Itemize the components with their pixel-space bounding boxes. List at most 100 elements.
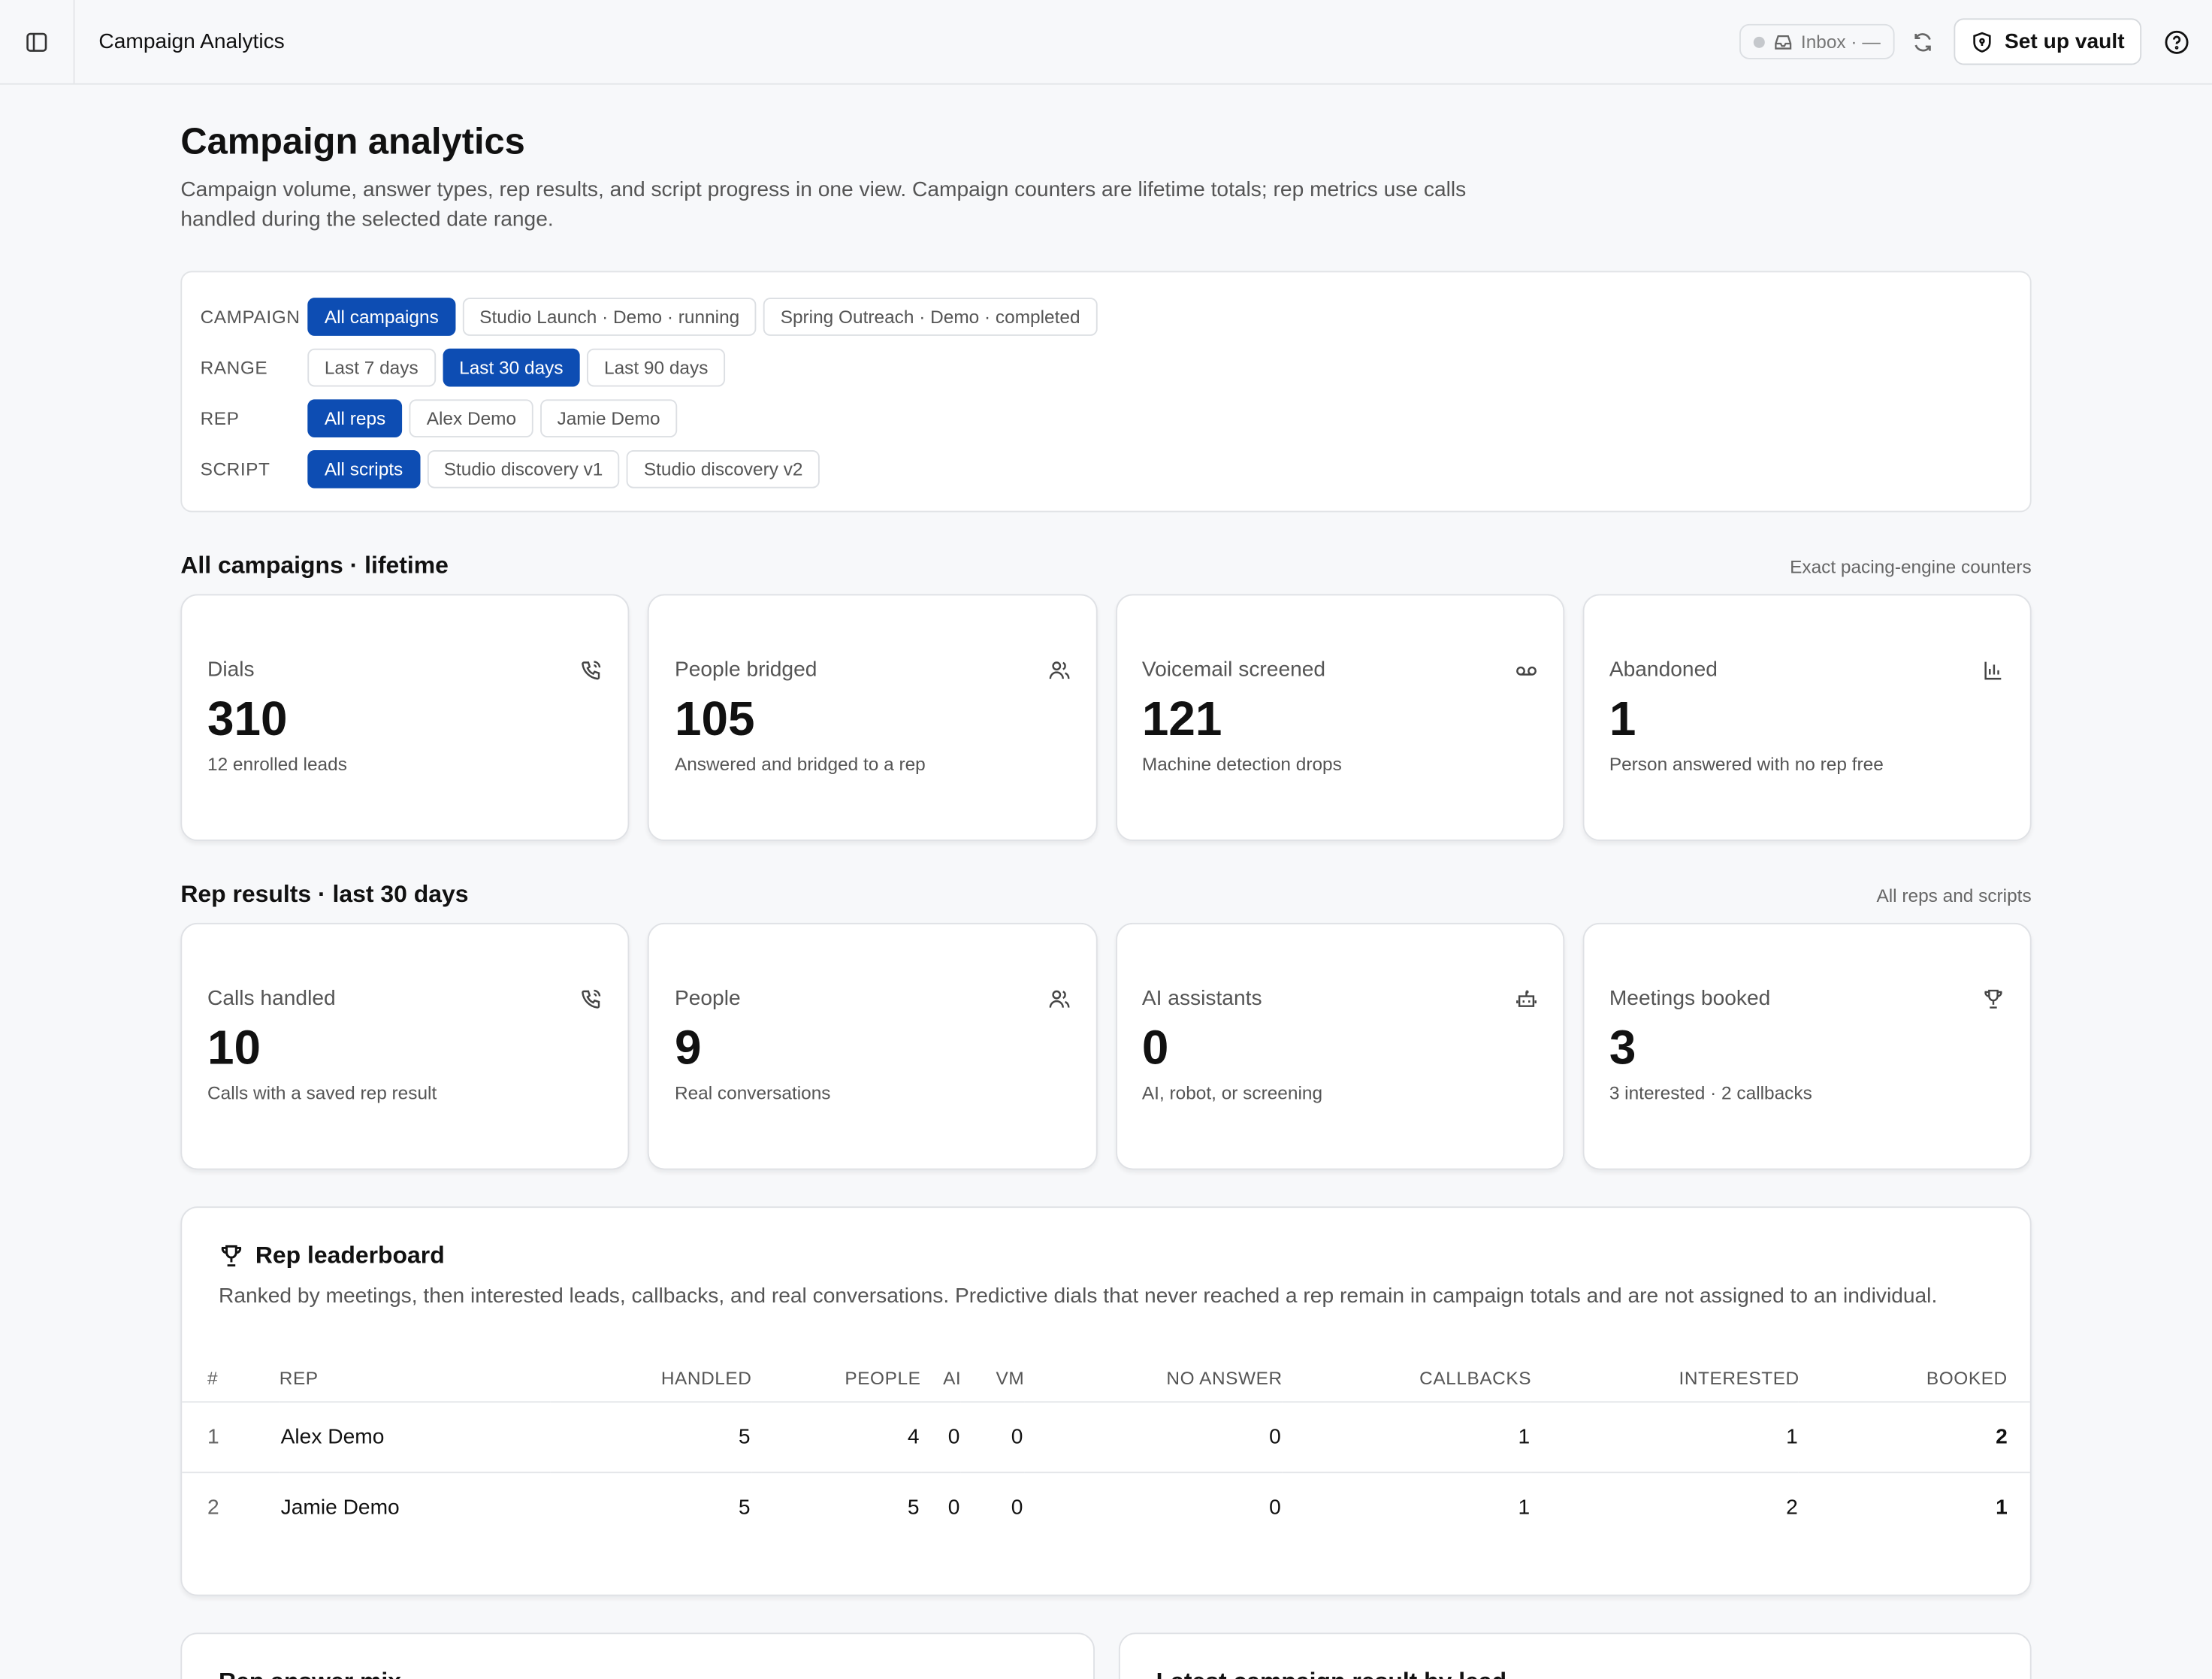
metric-caption: 12 enrolled leads — [207, 753, 347, 775]
leaderboard-description: Ranked by meetings, then interested lead… — [219, 1284, 1938, 1308]
icon-path — [1984, 661, 2002, 680]
refresh-button[interactable] — [1911, 30, 1934, 53]
metric-card: Abandoned 1 Person answered with no rep fr… — [1582, 594, 2032, 842]
column-header: VM — [961, 1353, 1025, 1403]
cell: 0 — [920, 1402, 962, 1474]
metric-card: People 9 Real conversations — [648, 922, 1097, 1170]
cell: 1 — [182, 1402, 280, 1474]
cell: 5 — [738, 1496, 751, 1520]
column-header: INTERESTED — [1531, 1353, 1800, 1403]
filter-chip[interactable]: Last 7 days — [307, 347, 436, 386]
metric-card: Calls handled 10 Calls with a saved rep re… — [180, 922, 630, 1170]
metric-cards: Dials 310 12 enrolled leads People bridged 1… — [180, 594, 2032, 842]
column-header: REP — [279, 1353, 551, 1403]
metric-cards: Calls handled 10 Calls with a saved rep re… — [180, 922, 2032, 1170]
column-header: PEOPLE — [751, 1353, 921, 1403]
metric-label: People — [674, 986, 741, 1011]
filter-chip[interactable]: Alex Demo — [409, 398, 533, 437]
cell: 0 — [1024, 1402, 1283, 1474]
column-header: BOOKED — [1799, 1353, 2030, 1403]
metric-card: People bridged 105 Answered and bridged to… — [648, 594, 1097, 842]
metric-icon — [1984, 989, 2002, 1009]
icon-path — [1515, 666, 1537, 676]
trophy-icon — [221, 1245, 242, 1267]
metric-value: 0 — [1141, 1021, 1169, 1075]
cell: 0 — [1011, 1496, 1023, 1520]
top-bar: Campaign Analytics Inbox · — Set up vaul… — [0, 0, 2212, 85]
cell: 1 — [1282, 1402, 1532, 1474]
metric-caption: Calls with a saved rep result — [207, 1082, 437, 1104]
inbox-icon — [1774, 35, 1791, 49]
rep-row: 1 Alex Demo 5 4 0 0 0 1 1 2 — [182, 1402, 2030, 1474]
cell: Alex Demo — [279, 1402, 551, 1474]
metric-caption: AI, robot, or screening — [1141, 1082, 1323, 1104]
metric-caption: 3 interested · 2 callbacks — [1609, 1082, 1812, 1104]
vault-button[interactable]: Set up vault — [1954, 18, 2142, 65]
filter-chip[interactable]: Studio discovery v2 — [627, 449, 820, 488]
metric-icon — [582, 989, 601, 1009]
cell: 1 — [1531, 1402, 1800, 1474]
metric-icon — [582, 661, 601, 680]
filter-chip[interactable]: Last 30 days — [442, 347, 581, 386]
metric-value: 10 — [207, 1021, 261, 1075]
cell: Jamie Demo — [280, 1496, 400, 1520]
sidebar-toggle[interactable] — [0, 0, 75, 83]
page-title: Campaign analytics — [180, 119, 525, 162]
icon-path — [1048, 661, 1069, 679]
leaderboard-header: Rep leaderboard — [219, 1242, 2030, 1270]
icon-path — [1048, 990, 1069, 1008]
metric-value: 310 — [207, 692, 288, 747]
sidebar-icon — [26, 32, 47, 51]
filter-chip[interactable]: Jamie Demo — [539, 398, 678, 437]
metric-icon — [1515, 666, 1537, 676]
filter-chip[interactable]: All campaigns — [307, 297, 456, 335]
metric-caption: Person answered with no rep free — [1609, 753, 1884, 775]
metric-value: 121 — [1141, 692, 1222, 747]
filter-chip[interactable]: Studio discovery v1 — [427, 449, 620, 488]
filter-chip[interactable]: Spring Outreach · Demo · completed — [763, 297, 1098, 335]
metric-label: Dials — [207, 657, 255, 682]
panel: Latest campaign result by lead — [1117, 1632, 2032, 1679]
metric-card: Meetings booked 3 3 interested · 2 callbac… — [1582, 922, 2032, 1170]
metric-icon — [1984, 661, 2002, 680]
section-title: All campaigns · lifetime — [180, 552, 449, 579]
column-header: CALLBACKS — [1282, 1353, 1532, 1403]
help-button[interactable] — [2164, 29, 2189, 54]
cell: 1 — [1996, 1496, 2008, 1520]
metric-label: Meetings booked — [1609, 986, 1771, 1011]
leaderboard-table: # REP HANDLED PEOPLE AI VM NO ANSWER CALLBACKS I… — [182, 1353, 2030, 1543]
metric-label: People bridged — [674, 657, 817, 682]
filter-row: CAMPAIGN All campaigns Studio Launch · Dem… — [201, 291, 2012, 342]
cell: 4 — [751, 1402, 921, 1474]
filter-chip[interactable]: All reps — [307, 398, 403, 437]
metric-sections: All campaigns · lifetime Exact pacing-eng… — [180, 552, 2032, 1170]
filter-label: REP — [200, 407, 240, 428]
panel: Rep answer mix — [180, 1632, 1095, 1679]
metric-card: Voicemail screened 121 Machine detection d… — [1115, 594, 1564, 842]
metric-value: 105 — [674, 692, 755, 747]
metric-caption: Machine detection drops — [1141, 753, 1342, 775]
icon-path — [582, 989, 601, 1009]
leaderboard: Rep leaderboard Ranked by meetings, then… — [180, 1206, 2032, 1596]
cell: 1 — [1518, 1496, 1531, 1520]
metric-icon — [1515, 990, 1537, 1007]
page-description: Campaign volume, answer types, rep resul… — [180, 177, 1467, 231]
metric-icon — [1048, 661, 1069, 679]
status-dot — [1753, 35, 1765, 47]
cell: 5 — [550, 1402, 752, 1474]
metric-caption: Answered and bridged to a rep — [674, 753, 926, 775]
filter-chip[interactable]: Last 90 days — [587, 347, 725, 386]
cell: 2 — [1786, 1496, 1798, 1520]
shield-icon — [1973, 31, 1991, 52]
metric-label: Abandoned — [1609, 657, 1718, 682]
filter-panel: CAMPAIGN All campaigns Studio Launch · Dem… — [180, 271, 2032, 513]
filter-chip[interactable]: Studio Launch · Demo · running — [462, 297, 757, 335]
metric-value: 9 — [674, 1021, 702, 1075]
inbox-status[interactable]: Inbox · — — [1739, 23, 1895, 59]
icon-path — [1515, 990, 1537, 1007]
filter-chip[interactable]: All scripts — [307, 449, 420, 488]
header-row: # REP HANDLED PEOPLE AI VM NO ANSWER CALLBACKS I… — [182, 1353, 2030, 1403]
leaderboard-title: Rep leaderboard — [255, 1242, 445, 1269]
